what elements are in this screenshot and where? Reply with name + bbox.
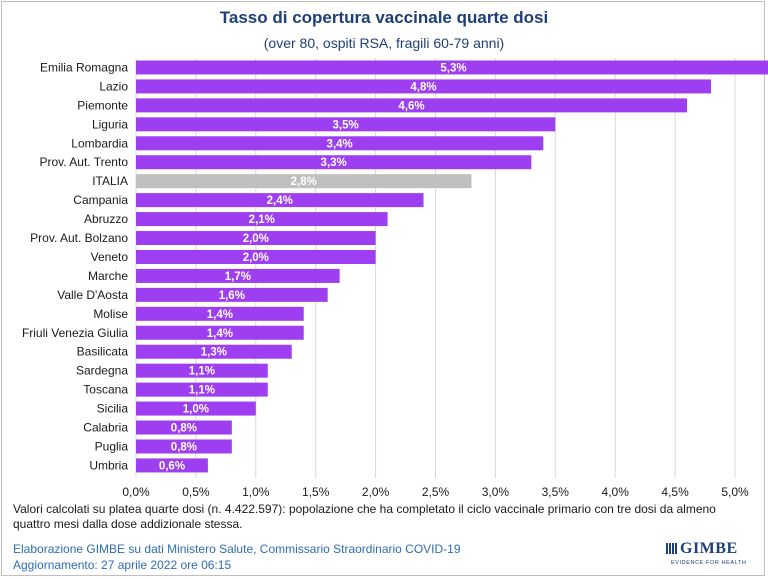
category-label: Friuli Venezia Giulia — [22, 326, 128, 340]
value-label: 5,3% — [440, 62, 466, 74]
value-label: 1,4% — [207, 309, 233, 321]
category-label: Liguria — [92, 117, 128, 131]
bar — [136, 458, 208, 473]
category-label: Basilicata — [77, 345, 129, 359]
logo-tagline: EVIDENCE FOR HEALTH — [671, 560, 747, 566]
x-tick-label: 4,0% — [602, 485, 630, 499]
category-label: Sardegna — [76, 364, 128, 378]
bar — [136, 231, 376, 246]
value-label: 3,3% — [321, 157, 347, 169]
x-tick-label: 2,0% — [362, 485, 390, 499]
value-label: 0,8% — [171, 423, 197, 435]
bar — [136, 401, 256, 416]
value-label: 1,1% — [189, 366, 215, 378]
category-label: Prov. Aut. Bolzano — [30, 231, 128, 245]
x-tick-label: 3,0% — [482, 485, 510, 499]
value-label: 0,6% — [159, 460, 185, 472]
value-label: 1,7% — [225, 271, 251, 283]
logo-mark-icon — [666, 543, 677, 554]
gimbe-logo: GIMBE EVIDENCE FOR HEALTH — [666, 540, 762, 570]
bar — [136, 268, 340, 283]
value-label: 1,4% — [207, 328, 233, 340]
bar — [136, 174, 472, 189]
bar — [136, 382, 268, 397]
category-label: Abruzzo — [84, 212, 128, 226]
category-label: Campania — [73, 193, 128, 207]
category-label: Umbria — [89, 458, 128, 472]
value-label: 1,0% — [183, 404, 209, 416]
category-label: Toscana — [83, 383, 128, 397]
bar — [136, 439, 232, 454]
bar — [136, 306, 304, 321]
value-label: 4,6% — [398, 100, 424, 112]
bar — [136, 136, 544, 151]
category-label: ITALIA — [92, 174, 128, 188]
value-label: 2,0% — [243, 233, 269, 245]
source-credit: Elaborazione GIMBE su dati Ministero Sal… — [13, 542, 461, 556]
bar — [136, 79, 712, 94]
value-label: 2,8% — [291, 176, 317, 188]
category-label: Molise — [93, 307, 128, 321]
value-label: 3,4% — [327, 138, 353, 150]
bar — [136, 325, 304, 340]
bar — [136, 117, 556, 132]
category-label: Veneto — [91, 250, 129, 264]
category-label: Valle D'Aosta — [57, 288, 128, 302]
bar-chart: 0,0% 0,5% 1,0% 1,5% 2,0% 2,5% 3,0% 3,5% 4,0% 4,5%… — [22, 58, 768, 499]
x-tick-label: 5,0% — [721, 485, 749, 499]
bar — [136, 155, 532, 170]
value-label: 1,3% — [201, 347, 227, 359]
value-label: 2,4% — [267, 195, 293, 207]
x-tick-label: 0,0% — [122, 485, 150, 499]
category-label: Lombardia — [71, 136, 128, 150]
category-label: Piemonte — [77, 98, 128, 112]
category-label: Emilia Romagna — [40, 60, 128, 74]
bar — [136, 287, 328, 302]
bar — [136, 249, 376, 264]
value-label: 1,1% — [189, 385, 215, 397]
update-timestamp: Aggiornamento: 27 aprile 2022 ore 06:15 — [13, 558, 232, 572]
bar — [136, 193, 424, 208]
value-label: 1,6% — [219, 290, 245, 302]
value-label: 4,8% — [410, 81, 436, 93]
bar — [136, 420, 232, 435]
chart-subtitle: (over 80, ospiti RSA, fragili 60-79 anni… — [263, 35, 505, 51]
value-label: 2,0% — [243, 252, 269, 264]
logo-name: GIMBE — [680, 540, 738, 557]
category-label: Puglia — [95, 439, 129, 453]
category-label: Calabria — [83, 421, 128, 435]
bar — [136, 344, 292, 359]
x-tick-label: 2,5% — [422, 485, 450, 499]
bar — [136, 98, 688, 113]
bar — [136, 212, 388, 227]
x-tick-label: 1,5% — [302, 485, 330, 499]
x-tick-label: 4,5% — [661, 485, 689, 499]
value-label: 0,8% — [171, 441, 197, 453]
footnote: Valori calcolati su platea quarte dosi (… — [13, 502, 716, 531]
bar — [136, 363, 268, 378]
x-tick-label: 1,0% — [242, 485, 270, 499]
logo-wordmark: GIMBE — [666, 540, 738, 558]
x-tick-label: 0,5% — [182, 485, 210, 499]
chart-title: Tasso di copertura vaccinale quarte dosi — [219, 8, 549, 27]
x-tick-label: 3,5% — [542, 485, 570, 499]
bar — [136, 60, 768, 75]
category-label: Lazio — [99, 79, 128, 93]
category-label: Marche — [88, 269, 128, 283]
category-label: Sicilia — [97, 402, 129, 416]
category-label: Prov. Aut. Trento — [40, 155, 129, 169]
value-label: 2,1% — [249, 214, 275, 226]
value-label: 3,5% — [333, 119, 359, 131]
